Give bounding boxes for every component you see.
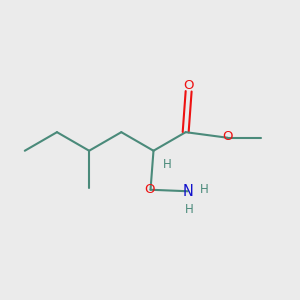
Text: O: O: [222, 130, 233, 143]
Text: H: H: [163, 158, 171, 171]
Text: H: H: [200, 183, 208, 196]
Text: O: O: [144, 183, 154, 196]
Text: O: O: [183, 80, 194, 92]
Text: N: N: [182, 184, 193, 199]
Text: H: H: [185, 202, 194, 216]
